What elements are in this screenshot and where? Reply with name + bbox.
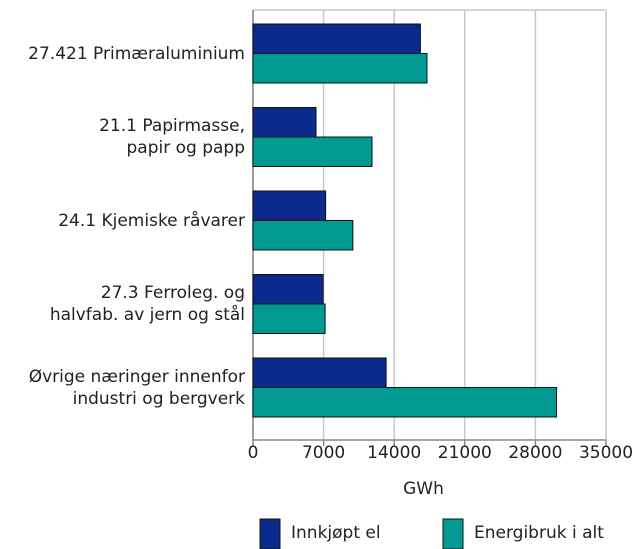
legend-label: Innkjøpt el	[291, 523, 381, 543]
bar	[252, 23, 421, 54]
category-label: Øvrige næringer innenfor industri og ber…	[28, 366, 245, 409]
x-tick-label: 28000	[508, 443, 562, 463]
category-label: 27.3 Ferroleg. og halvfab. av jern og st…	[49, 283, 245, 325]
x-tick-label: 35000	[579, 443, 633, 463]
category-label: 21.1 Papirmasse, papir og papp	[99, 116, 245, 158]
bar	[252, 220, 354, 251]
bar	[252, 107, 317, 138]
bar	[252, 303, 326, 334]
x-axis-label: GWh	[403, 479, 444, 499]
x-tick-label: 21000	[438, 443, 492, 463]
bar	[252, 190, 327, 221]
x-tick-label: 0	[248, 443, 259, 463]
category-label: 24.1 Kjemiske råvarer	[58, 210, 245, 231]
bar	[252, 136, 373, 167]
legend-label: Energibruk i alt	[474, 523, 604, 543]
bar	[252, 53, 428, 84]
legend-swatch	[259, 518, 281, 549]
category-label: 27.421 Primæraluminium	[28, 43, 245, 64]
bar	[252, 387, 558, 418]
x-tick-label: 7000	[302, 443, 345, 463]
bar	[252, 274, 324, 305]
x-tick-label: 14000	[367, 443, 421, 463]
legend-swatch	[442, 518, 464, 549]
bar	[252, 357, 387, 388]
